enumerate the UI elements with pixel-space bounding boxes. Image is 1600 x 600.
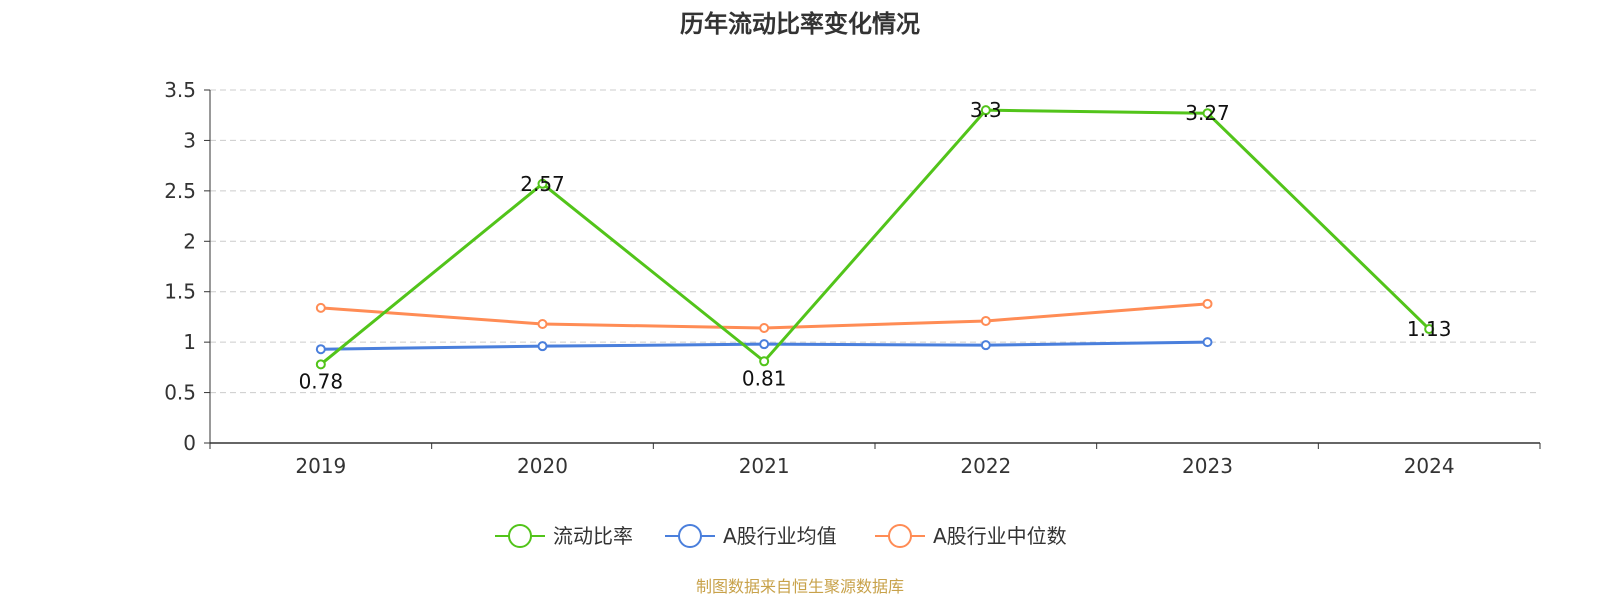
data-point	[315, 302, 326, 313]
x-tick-label: 2023	[1182, 454, 1233, 478]
y-tick-label: 3.5	[164, 78, 196, 102]
data-point	[980, 105, 991, 116]
data-point	[1424, 324, 1435, 335]
data-point	[980, 340, 991, 351]
x-tick-label: 2019	[295, 454, 346, 478]
legend: 流动比率 A股行业均值 A股行业中位数	[495, 524, 1067, 548]
axes: 0 0.5 1 1.5 2 2.5 3 3.5 2019 2020 2021 2022 2023 2024	[164, 78, 1541, 478]
data-point	[759, 323, 770, 334]
legend-item: 流动比率	[495, 524, 633, 548]
series-line-0	[319, 108, 1431, 366]
data-point	[315, 344, 326, 355]
x-tick-label: 2021	[739, 454, 790, 478]
data-point	[759, 339, 770, 350]
data-point	[1202, 108, 1213, 119]
y-tick-label: 2.5	[164, 179, 196, 203]
legend-circle-icon	[678, 524, 702, 548]
data-label: 3.27	[1185, 101, 1230, 125]
data-point	[315, 359, 326, 370]
legend-item: A股行业均值	[665, 524, 837, 548]
data-point	[537, 178, 548, 189]
legend-circle-icon	[508, 524, 532, 548]
source-note: 制图数据来自恒生聚源数据库	[696, 577, 904, 596]
y-tick-label: 0	[183, 431, 196, 455]
legend-item: A股行业中位数	[875, 524, 1067, 548]
data-label: 0.81	[742, 366, 787, 390]
x-tick-label: 2022	[960, 454, 1011, 478]
x-tick-label: 2020	[517, 454, 568, 478]
data-point	[537, 341, 548, 352]
y-tick-label: 1	[183, 330, 196, 354]
y-tick-label: 3	[183, 128, 196, 152]
legend-label: A股行业中位数	[933, 524, 1067, 548]
x-tick-label: 2024	[1404, 454, 1455, 478]
y-tick-label: 1.5	[164, 280, 196, 304]
data-label: 1.13	[1407, 317, 1452, 341]
data-labels: 0.78 2.57 0.81 3.3 3.27 1.13	[299, 98, 1452, 393]
grid	[210, 89, 1540, 394]
data-label: 2.57	[520, 172, 565, 196]
data-point	[1202, 337, 1213, 348]
series	[315, 105, 1435, 370]
y-tick-label: 2	[183, 229, 196, 253]
y-tick-label: 0.5	[164, 381, 196, 405]
data-point	[759, 356, 770, 367]
chart-title: 历年流动比率变化情况	[680, 10, 920, 38]
data-point	[537, 318, 548, 329]
data-label: 0.78	[299, 369, 344, 393]
legend-circle-icon	[888, 524, 912, 548]
legend-label: A股行业均值	[723, 524, 837, 548]
data-label: 3.3	[970, 98, 1002, 122]
legend-label: 流动比率	[553, 524, 633, 548]
data-point	[1202, 298, 1213, 309]
data-point	[980, 315, 991, 326]
